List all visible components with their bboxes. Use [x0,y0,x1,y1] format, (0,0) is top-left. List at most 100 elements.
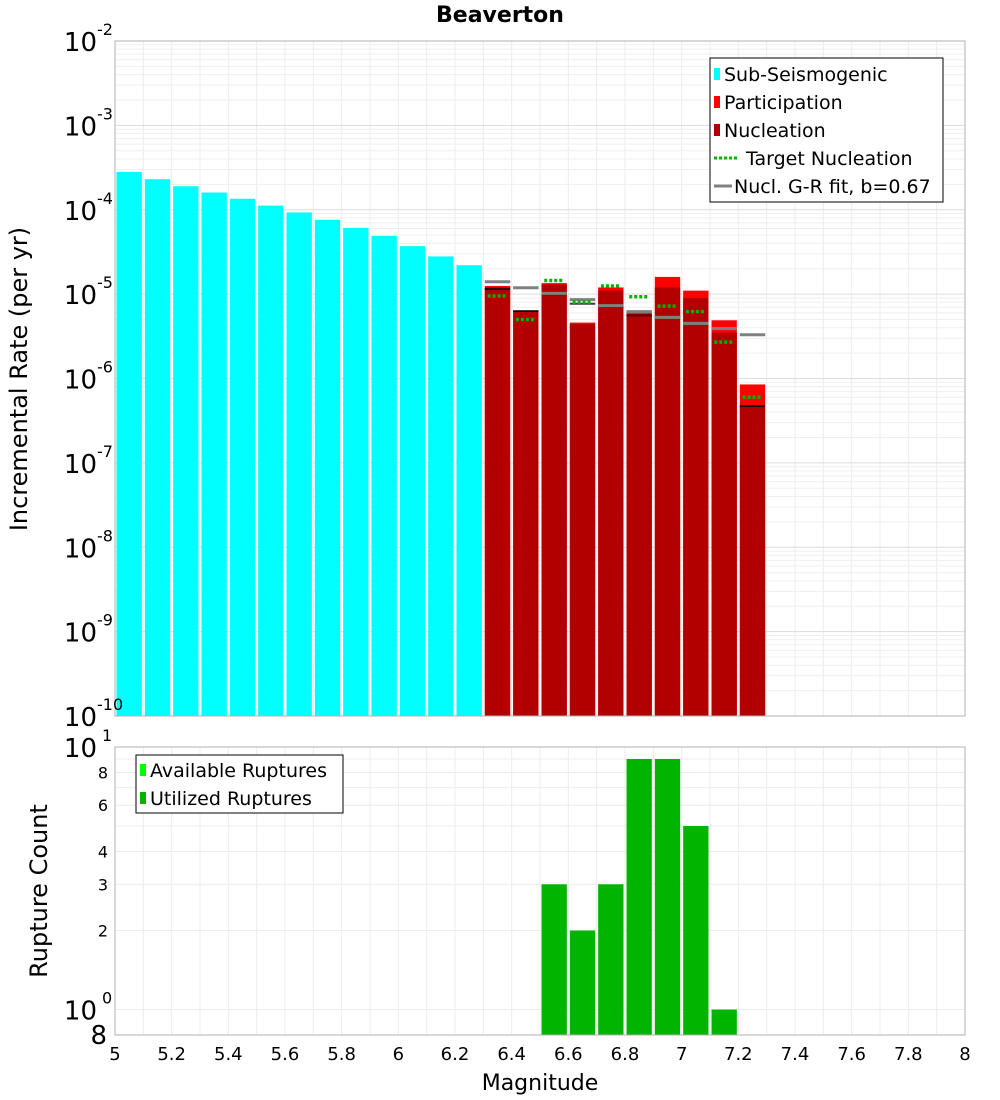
bar-sub-seismogenic [144,179,171,716]
x-tick-label: 6.4 [497,1044,526,1065]
top-y-tick-exponent: -4 [97,189,113,208]
top-y-tick-exponent: -3 [97,104,113,123]
bar-utilized-ruptures [569,930,596,1035]
bar-sub-seismogenic [343,227,369,716]
bottom-bars [541,759,737,1035]
bottom-plot-frame [114,746,966,1036]
top-bars [116,172,766,717]
legend-swatch [714,96,720,108]
bar-sub-seismogenic [286,212,312,717]
top-y-tick-exponent: -10 [97,695,123,714]
bottom-y-tick-label: 8 [98,763,108,782]
x-tick-label: 5.8 [327,1044,356,1065]
legend-label: Nucl. G-R fit, b=0.67 [734,176,931,198]
bottom-y-tick-label: 6 [98,796,108,815]
x-tick-label: 5.2 [157,1044,186,1065]
top-y-tick-exponent: -2 [97,20,113,39]
legend-item-nucl-g-r-fit-b-0-67: Nucl. G-R fit, b=0.67 [714,176,931,198]
top-y-tick-label: 10 -2 [64,20,113,58]
bottom-y-min-label: 8 [90,1021,107,1051]
bar-utilized-ruptures [683,826,709,1035]
x-tick-label: 7.2 [724,1044,753,1065]
legend-label: Nucleation [724,120,826,142]
top-plot-frame [114,40,966,717]
x-tick-label: 6 [393,1044,404,1065]
bar-nucleation [541,284,567,716]
bottom-legend: Available Ruptures Utilized Ruptures [135,754,344,814]
top-y-tick-base: 10 [64,450,97,480]
top-y-tick-label: 10 -10 [64,695,123,733]
top-grid [114,41,966,717]
legend-label: Target Nucleation [745,148,913,170]
bar-sub-seismogenic [116,172,142,716]
bottom-y-ticks: 8 6 4 3 2 10 1 10 0 8 [64,726,112,1051]
legend-item-available-ruptures: Available Ruptures [140,760,327,782]
bar-utilized-ruptures [598,884,624,1035]
legend-label: Sub-Seismogenic [724,64,888,86]
top-y-tick-base: 10 [64,534,97,564]
x-tick-label: 6.8 [611,1044,640,1065]
top-legend: Sub-Seismogenic Participation Nucleation Ta… [709,57,944,203]
bottom-y-decade-base: 10 [64,734,97,764]
bar-utilized-ruptures [654,759,681,1035]
x-tick-label: 5.4 [214,1044,243,1065]
bar-utilized-ruptures [711,1009,737,1035]
legend-swatch [140,764,146,776]
top-panel: 10-210-310-410-510-610-710-810-910-10 In… [5,20,966,733]
x-tick-label: 6.2 [441,1044,470,1065]
top-y-tick-base: 10 [64,703,97,733]
bottom-legend-box [135,754,344,814]
x-tick-label: 6.6 [554,1044,583,1065]
top-y-tick-label: 10 -6 [64,358,113,396]
bar-sub-seismogenic [201,192,227,717]
legend-swatch [714,68,720,80]
bottom-y-decade-exponent: 0 [102,989,112,1008]
top-y-tick-exponent: -7 [97,442,113,461]
bar-sub-seismogenic [456,265,482,716]
bottom-y-tick-label: 3 [98,875,108,894]
bar-sub-seismogenic [314,219,341,717]
legend-item-utilized-ruptures: Utilized Ruptures [140,788,312,810]
bottom-y-decade-label: 10 0 [64,989,112,1027]
top-y-tick-label: 10 -3 [64,104,113,142]
top-y-tick-exponent: -9 [97,611,113,630]
bar-nucleation [513,311,539,716]
top-y-tick-label: 10 -5 [64,273,113,311]
top-lines [484,278,766,408]
x-axis-label: Magnitude [482,1071,599,1096]
top-y-ticks: 10-210-310-410-510-610-710-810-910-10 [64,20,123,733]
x-tick-label: 7.6 [837,1044,866,1065]
legend-item-sub-seismogenic: Sub-Seismogenic [714,64,888,86]
bar-nucleation [626,316,652,716]
top-y-tick-label: 10 -7 [64,442,113,480]
top-y-axis-label: Incremental Rate (per yr) [5,227,33,531]
top-y-tick-label: 10 -8 [64,526,113,564]
bar-sub-seismogenic [399,246,426,716]
legend-label: Utilized Ruptures [150,788,312,810]
x-ticks: 5 5.2 5.4 5.6 5.8 6 6.2 6.4 6.6 6.8 7 7.2 7.4 7.6 7.8 8 [109,1044,970,1065]
bottom-panel: 8 6 4 3 2 10 1 10 0 8 5 5.2 5.4 5.6 5.8 6 6.2 6.4 6.6 6.8 7… [25,726,971,1096]
legend-swatch [714,124,720,136]
bar-nucleation [598,290,624,716]
bottom-y-tick-label: 2 [98,922,108,941]
top-y-tick-base: 10 [64,366,97,396]
top-y-tick-base: 10 [64,112,97,142]
bar-nucleation [711,332,737,716]
top-y-tick-base: 10 [64,281,97,311]
bar-sub-seismogenic [229,198,256,717]
bar-nucleation [654,287,681,716]
top-y-tick-base: 10 [64,197,97,227]
bottom-y-axis-label: Rupture Count [25,804,53,978]
bar-sub-seismogenic [173,186,199,716]
top-y-tick-exponent: -8 [97,526,113,545]
bottom-y-tick-label: 4 [98,842,108,861]
x-tick-label: 5.6 [271,1044,300,1065]
top-y-tick-label: 10 -4 [64,189,113,227]
legend-label: Available Ruptures [150,760,327,782]
bar-nucleation [683,297,709,716]
bottom-y-decade-label: 10 1 [64,726,112,764]
legend-item-participation: Participation [714,92,843,114]
top-y-tick-base: 10 [64,28,97,58]
bottom-y-decade-exponent: 1 [102,726,112,745]
